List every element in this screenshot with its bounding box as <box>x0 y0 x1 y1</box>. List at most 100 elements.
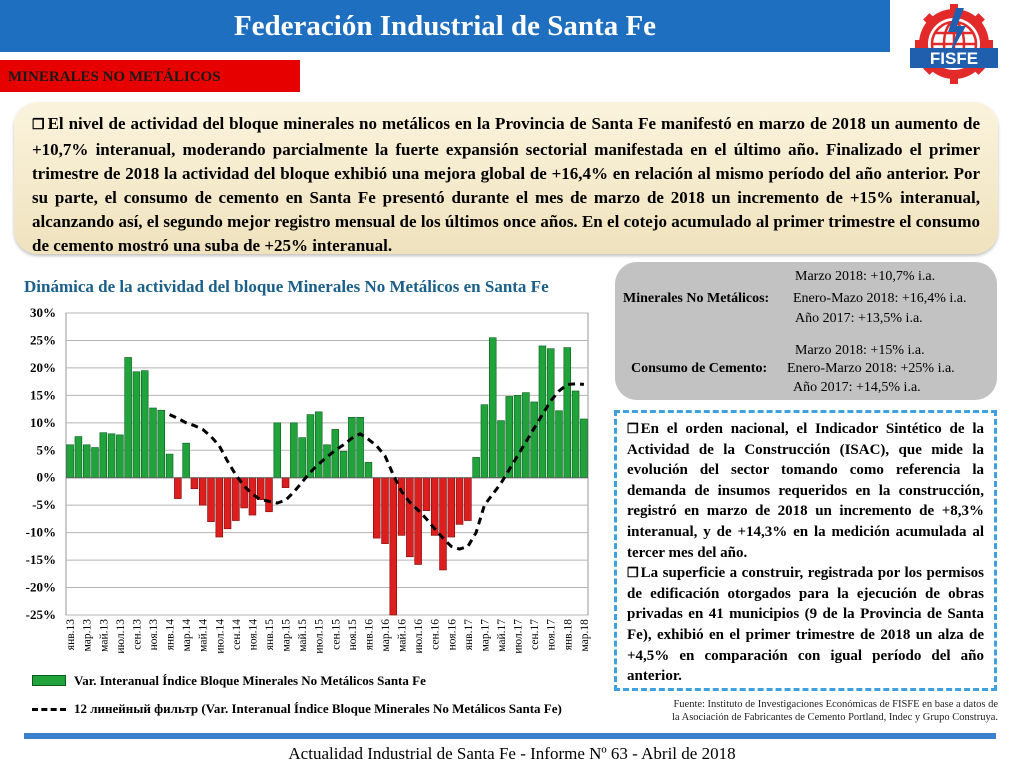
x-tick-label: июл.13 <box>115 619 127 654</box>
chart: -25% -20% -15% -10% -5% 0% 5% 10% 15% 20% 25% 30% я… <box>26 305 591 654</box>
y-tick-label: 0% <box>37 470 57 485</box>
national-paragraph-2: ❐ La superficie a construir, registrada p… <box>627 563 984 687</box>
bar <box>563 347 572 479</box>
bar <box>82 444 91 479</box>
x-tick-label: мар.17 <box>479 619 491 652</box>
bar <box>372 477 381 539</box>
x-tick-label: ноя.13 <box>148 619 160 651</box>
checkbox-bullet-icon: ❐ <box>627 565 639 581</box>
bar <box>546 348 555 479</box>
y-tick-label: -10% <box>26 525 56 540</box>
bar <box>314 411 323 479</box>
chart-title: Dinámica de la actividad del bloque Mine… <box>24 277 549 296</box>
bar <box>207 477 215 522</box>
bar <box>389 477 398 616</box>
bar <box>488 337 497 479</box>
bar <box>99 432 108 479</box>
gear-icon <box>915 4 993 84</box>
y-tick-label: -20% <box>26 580 56 595</box>
checkbox-bullet-icon: ❐ <box>32 118 45 133</box>
intro-box: ❐ El nivel de actividad del bloque minera… <box>14 102 998 255</box>
bar <box>580 418 588 479</box>
source-line-1: Fuente: Instituto de Investigaciones Eco… <box>673 699 998 710</box>
bar <box>165 453 174 479</box>
bar <box>406 477 414 558</box>
x-tick-label: сен.16 <box>430 619 442 650</box>
legend-bar-swatch <box>32 675 66 686</box>
summary-cemento-line-1: Marzo 2018: +15% i.a. <box>795 343 925 358</box>
x-tick-label: ноя.15 <box>347 619 359 651</box>
legend-item-trend: 12 линейный фильтр (Var. Interanual Índi… <box>32 701 592 716</box>
bar <box>464 477 472 521</box>
bar <box>132 371 141 479</box>
footer-text: Actualidad Industrial de Santa Fe - Info… <box>288 744 736 763</box>
bar <box>140 370 149 479</box>
bar <box>348 417 356 479</box>
bar <box>356 417 364 479</box>
x-tick-label: июл.16 <box>413 619 425 654</box>
x-tick-label: июл.15 <box>314 619 326 654</box>
checkbox-bullet-icon: ❐ <box>627 421 639 436</box>
bar <box>323 444 331 479</box>
x-tick-label: мар.15 <box>281 619 293 652</box>
x-tick-label: мар.13 <box>82 619 94 652</box>
bar <box>439 477 447 571</box>
bar <box>555 410 563 479</box>
summary-minerales-line-3: Año 2017: +13,5% i.a. <box>795 311 923 326</box>
national-text-1: En el orden nacional, el Indicador Sinté… <box>627 421 984 561</box>
bar <box>298 437 306 479</box>
bar <box>124 357 132 479</box>
x-tick-label: май.17 <box>496 619 508 652</box>
bar <box>74 436 83 479</box>
bar <box>91 447 99 479</box>
y-tick-label: -15% <box>26 552 56 567</box>
section-tag: MINERALES NO METÁLICOS <box>0 60 300 92</box>
bar <box>223 477 232 530</box>
national-paragraph-1: ❐ En el orden nacional, el Indicador Sint… <box>627 419 984 563</box>
legend-trend-label: 12 линейный фильтр (Var. Interanual Índi… <box>74 701 562 716</box>
x-tick-label: май.13 <box>98 619 110 652</box>
y-tick-label: 30% <box>30 305 56 320</box>
x-tick-label: сен.15 <box>330 619 342 650</box>
x-tick-label: ноя.16 <box>446 619 458 651</box>
summary-minerales-label: Minerales No Metálicos: <box>623 291 770 306</box>
bar <box>364 462 373 479</box>
summary-box: Marzo 2018: +10,7% i.a. Minerales No Met… <box>615 262 997 400</box>
source-line-2: la Asociación de Fabricantes de Cemento … <box>671 712 998 723</box>
bar <box>290 422 298 479</box>
x-tick-label: янв.13 <box>65 619 77 650</box>
fisfe-logo: FISFE <box>910 4 998 84</box>
intro-text: El nivel de actividad del bloque mineral… <box>32 114 980 255</box>
x-tick-label: янв.14 <box>165 619 177 650</box>
summary-cemento-line-2: Enero-Marzo 2018: +25% i.a. <box>787 361 955 376</box>
legend-trend-swatch <box>32 708 66 711</box>
legend-item-bars: Var. Interanual Índice Bloque Minerales … <box>32 673 426 688</box>
x-tick-label: май.15 <box>297 619 309 652</box>
bar <box>505 396 514 479</box>
page-title: Federación Industrial de Santa Fe <box>0 0 890 52</box>
bar <box>480 404 489 479</box>
bar <box>472 457 480 479</box>
x-tick-label: ноя.17 <box>546 619 558 651</box>
x-tick-label: сен.13 <box>131 619 143 650</box>
bar <box>190 477 199 490</box>
source-note: Fuente: Instituto de Investigaciones Eco… <box>612 698 998 724</box>
bar <box>265 477 273 513</box>
bar <box>107 433 116 479</box>
y-tick-label: 10% <box>30 415 56 430</box>
national-text-2: La superficie a construir, registrada po… <box>627 565 984 685</box>
x-tick-label: мар.14 <box>181 619 193 652</box>
legend-bar-label: Var. Interanual Índice Bloque Minerales … <box>74 673 426 688</box>
footer-divider <box>24 733 996 739</box>
bar <box>381 477 389 544</box>
bar <box>455 477 464 525</box>
bar <box>232 477 240 521</box>
x-tick-label: май.16 <box>397 619 409 652</box>
x-tick-label: май.14 <box>198 619 210 652</box>
x-tick-label: янв.15 <box>264 619 276 650</box>
bar <box>116 434 124 479</box>
bar <box>538 345 547 479</box>
bar <box>182 442 190 479</box>
y-tick-label: 5% <box>37 442 57 457</box>
bar <box>447 477 456 538</box>
